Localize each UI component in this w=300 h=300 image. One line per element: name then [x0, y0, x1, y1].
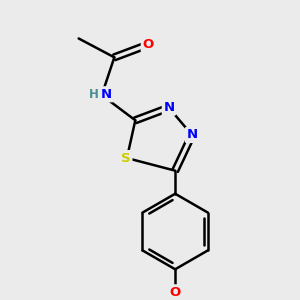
- Text: O: O: [142, 38, 154, 51]
- Text: S: S: [121, 152, 131, 165]
- Text: N: N: [163, 101, 174, 114]
- Text: N: N: [101, 88, 112, 101]
- Text: H: H: [89, 88, 99, 101]
- Text: O: O: [169, 286, 181, 299]
- Text: N: N: [186, 128, 197, 142]
